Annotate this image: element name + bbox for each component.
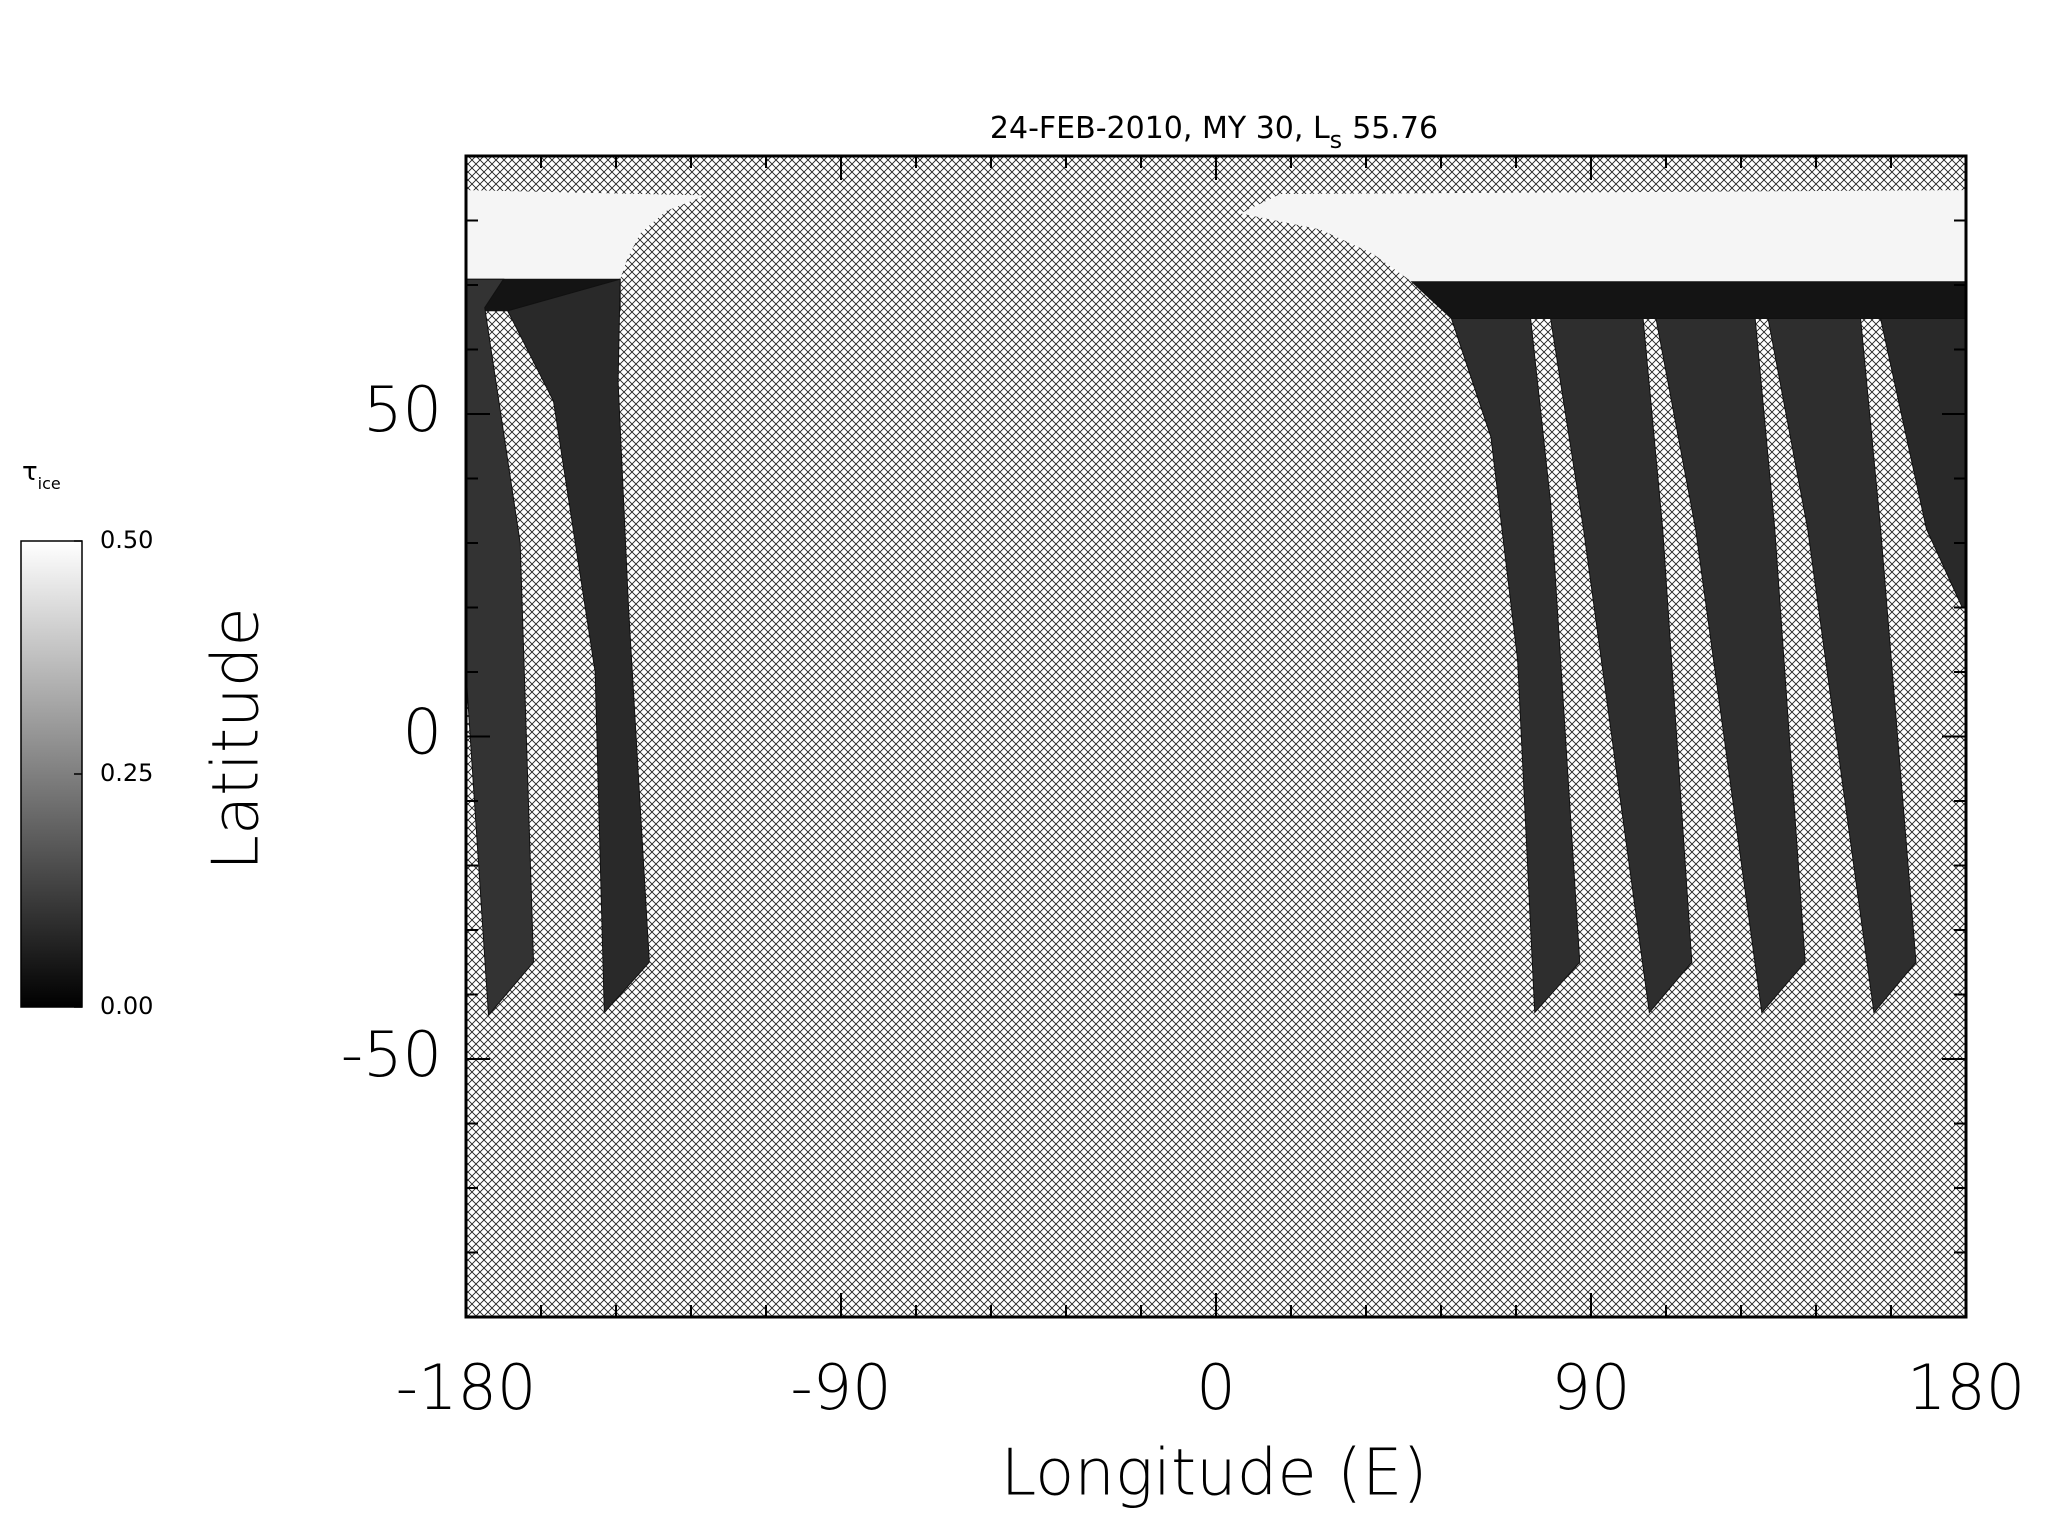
retrieval-region [1410, 281, 1967, 320]
colorbar-tick-label: 0.50 [100, 526, 153, 554]
x-tick-label: -180 [396, 1351, 537, 1424]
title-subscript: s [1330, 126, 1343, 154]
retrieval-region [465, 278, 535, 1017]
x-axis-label: Longitude (E) [1001, 1437, 1428, 1511]
y-tick-label: 50 [363, 373, 442, 446]
retrieval-region [466, 190, 706, 280]
y-axis-label: Latitude [200, 607, 274, 870]
colorbar-tick-label: 0.25 [100, 759, 153, 787]
retrieval-region [1450, 318, 1581, 1014]
y-tick-label: -50 [341, 1018, 442, 1091]
colorbar-tick-label: 0.00 [100, 992, 153, 1020]
plot-layer: -180 -90 0 90 180 -50 0 50 0.00 0.25 0.50 [20, 154, 2025, 1424]
retrieval-region [1240, 190, 1966, 282]
colorbar-subscript: ice [38, 474, 61, 493]
colorbar [20, 540, 83, 1008]
title-text: 24-FEB-2010, MY 30, L [990, 111, 1330, 146]
title-value: 55.76 [1352, 111, 1438, 146]
x-tick-label: 0 [1196, 1351, 1235, 1424]
retrieval-region [506, 278, 650, 1014]
x-tick-label: 180 [1907, 1351, 2025, 1424]
retrieval-region [1767, 318, 1917, 1014]
y-tick-label: 0 [403, 696, 442, 769]
retrieval-region [1655, 318, 1806, 1014]
colorbar-label: τice [22, 457, 61, 493]
colorbar-symbol: τ [22, 457, 38, 487]
chart-title: 24-FEB-2010, MY 30, Ls 55.76 [990, 111, 1438, 155]
retrieval-region [1549, 318, 1693, 1014]
x-tick-label: 90 [1552, 1351, 1631, 1424]
x-tick-label: -90 [790, 1351, 891, 1424]
